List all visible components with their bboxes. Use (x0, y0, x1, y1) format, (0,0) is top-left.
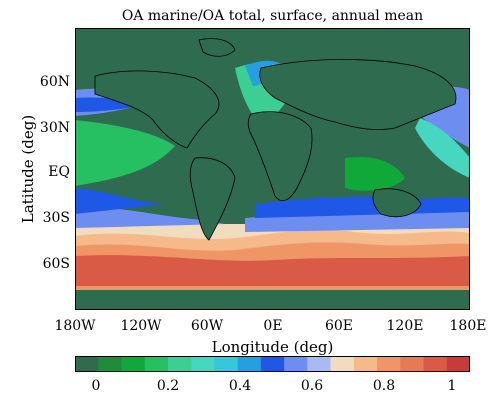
south-pacific-blue (75, 207, 225, 228)
band-south-red (75, 255, 470, 286)
australia (372, 188, 422, 218)
x-tick-label: 120E (386, 318, 424, 334)
west-pacific-cyan (415, 118, 470, 178)
antarctica (75, 290, 470, 310)
colorbar-swatch (121, 356, 146, 372)
south-america (189, 157, 236, 241)
colorbar (75, 356, 470, 372)
x-tick-label: 120W (120, 318, 162, 334)
y-tick-label: 60S (42, 256, 70, 272)
pacific-deep-blue (75, 188, 165, 214)
colorbar-swatch (214, 356, 239, 372)
x-axis-label: Longitude (deg) (211, 338, 334, 356)
colorbar-swatch (98, 356, 122, 372)
y-tick-label: 30S (42, 210, 70, 226)
x-tick-label: 180W (54, 318, 96, 334)
world-map-heatmap (75, 28, 470, 310)
greenland (198, 38, 236, 57)
colorbar-swatch (330, 356, 355, 372)
colorbar-swatch (400, 356, 425, 372)
colorbar-swatch (237, 356, 262, 372)
x-tick-label: 180E (449, 318, 487, 334)
indian-ocean (345, 156, 405, 191)
colorbar-swatch (75, 356, 99, 372)
map-title: OA marine/OA total, surface, annual mean (121, 8, 424, 24)
colorbar-swatch (307, 356, 332, 372)
x-tick-label: 0E (263, 318, 283, 334)
colorbar-swatch (353, 356, 378, 372)
y-tick-label: 60N (39, 74, 70, 90)
colorbar-tick-label: 0 (91, 378, 101, 394)
north-america (94, 70, 220, 149)
y-tick-label: 30N (39, 120, 70, 136)
colorbar-tick-label: 0.6 (300, 378, 324, 394)
colorbar-tick-label: 0.2 (156, 378, 180, 394)
colorbar-swatch (284, 356, 308, 372)
north-pacific-green (75, 120, 175, 186)
colorbar-swatch (167, 356, 192, 372)
colorbar-swatch (446, 356, 470, 372)
colorbar-swatch (260, 356, 285, 372)
colorbar-tick-label: 0.8 (372, 378, 396, 394)
colorbar-swatch (377, 356, 401, 372)
colorbar-swatch (144, 356, 169, 372)
x-tick-label: 60E (324, 318, 354, 334)
eurasia (259, 59, 457, 130)
africa (247, 111, 313, 202)
colorbar-tick-label: 1 (447, 378, 457, 394)
x-tick-label: 60W (190, 318, 224, 334)
colorbar-tick-label: 0.4 (228, 378, 252, 394)
colorbar-swatch (191, 356, 215, 372)
colorbar-swatch (423, 356, 448, 372)
y-tick-label: EQ (48, 164, 70, 180)
